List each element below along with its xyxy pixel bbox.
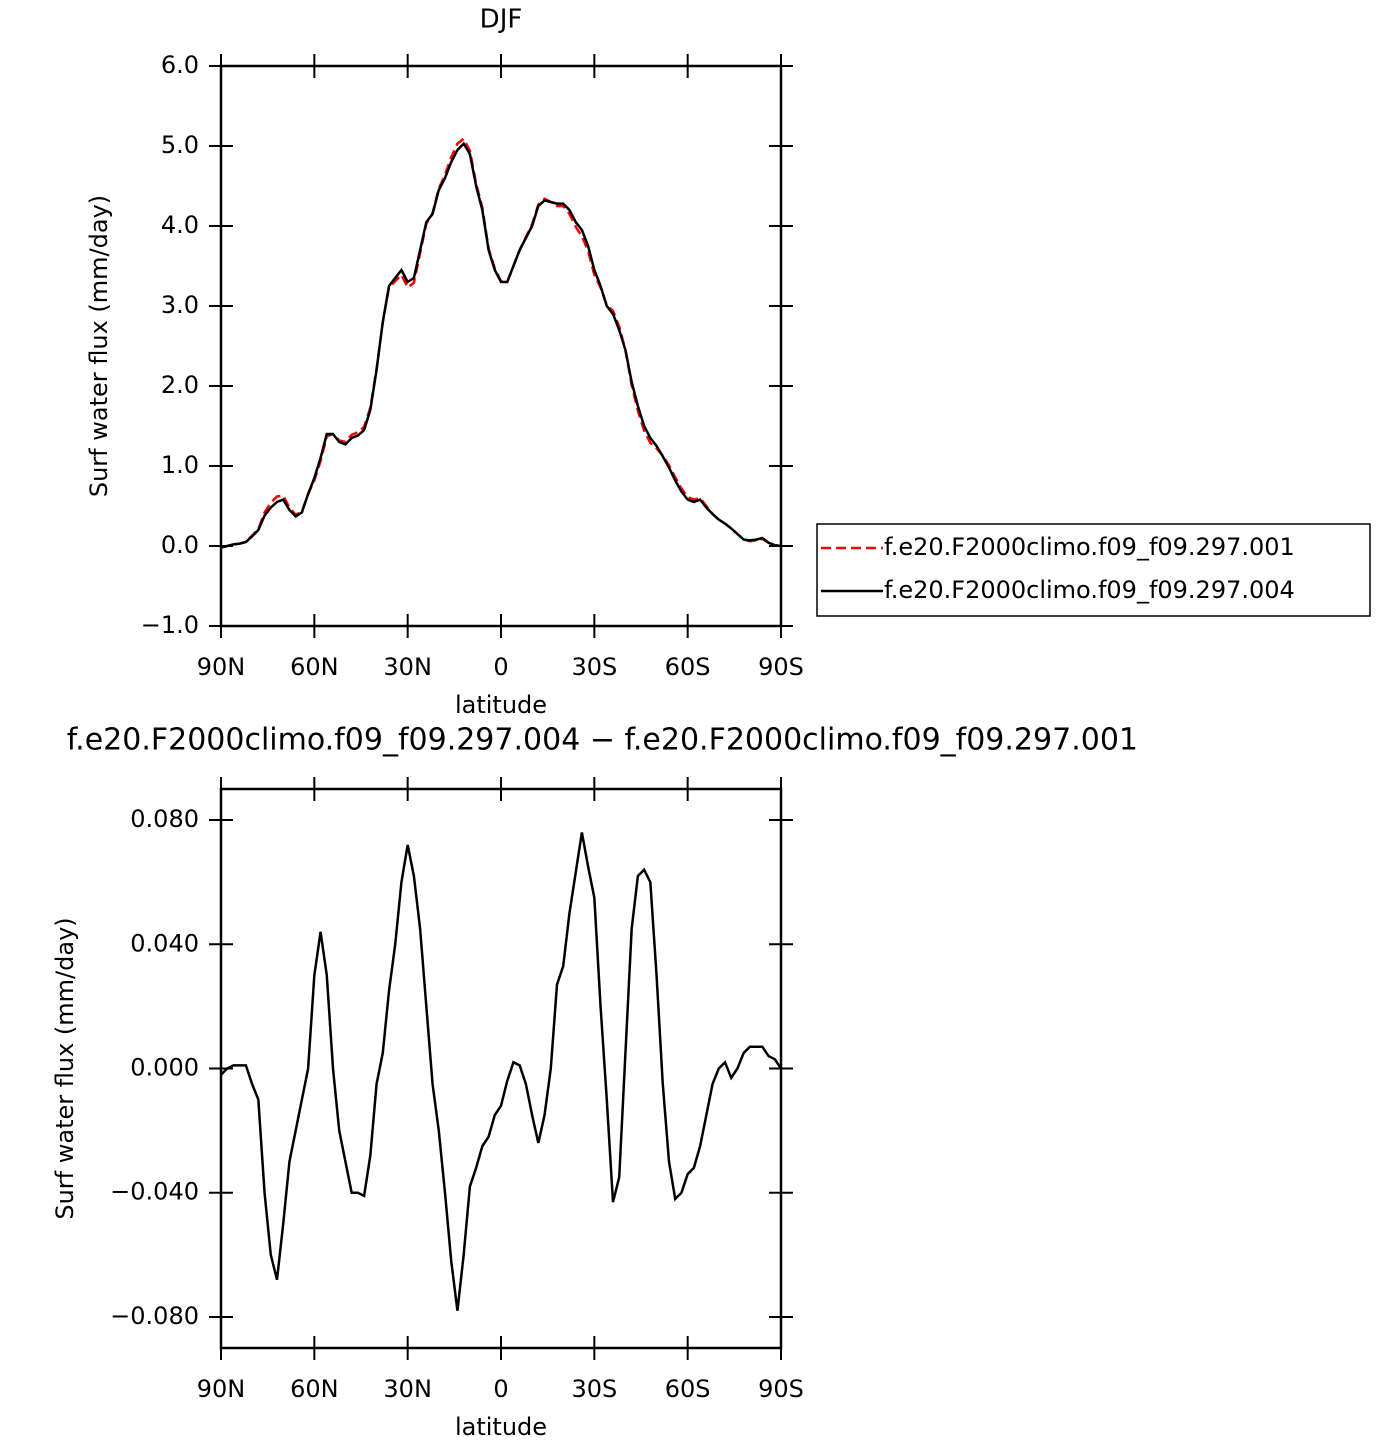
y-tick-label: 5.0 bbox=[161, 131, 199, 159]
x-axis-label: latitude bbox=[455, 691, 547, 719]
x-tick-label: 30N bbox=[383, 1375, 432, 1403]
series-line bbox=[220, 832, 783, 1311]
y-axis-label: Surf water flux (mm/day) bbox=[85, 195, 113, 497]
y-tick-label: 0.080 bbox=[130, 805, 199, 833]
x-axis-label: latitude bbox=[455, 1413, 547, 1441]
x-tick-label: 60N bbox=[290, 653, 339, 681]
y-tick-label: 3.0 bbox=[161, 291, 199, 319]
y-tick-label: −1.0 bbox=[141, 611, 199, 639]
y-tick-label: 6.0 bbox=[161, 51, 199, 79]
x-tick-label: 60S bbox=[665, 653, 711, 681]
x-tick-label: 30N bbox=[383, 653, 432, 681]
y-tick-label: −0.040 bbox=[110, 1178, 199, 1206]
x-tick-label: 0 bbox=[493, 1375, 508, 1403]
x-tick-label: 90S bbox=[758, 653, 804, 681]
chart-title: DJF bbox=[480, 5, 523, 35]
series-line bbox=[220, 141, 782, 549]
plot-frame bbox=[219, 64, 783, 628]
x-tick-label: 60S bbox=[665, 1375, 711, 1403]
y-tick-label: 2.0 bbox=[161, 371, 199, 399]
y-tick-label: 0.000 bbox=[130, 1054, 199, 1082]
legend-label: f.e20.F2000climo.f09_f09.297.001 bbox=[884, 533, 1295, 561]
x-tick-label: 90S bbox=[758, 1375, 804, 1403]
x-tick-label: 0 bbox=[493, 653, 508, 681]
y-tick-label: 4.0 bbox=[161, 211, 199, 239]
y-tick-label: −0.080 bbox=[110, 1302, 199, 1330]
x-tick-label: 60N bbox=[290, 1375, 339, 1403]
x-tick-label: 30S bbox=[571, 653, 617, 681]
series-line bbox=[220, 136, 782, 549]
x-tick-label: 90N bbox=[197, 653, 246, 681]
legend-box bbox=[816, 523, 1371, 617]
x-tick-label: 90N bbox=[197, 1375, 246, 1403]
y-tick-label: 0.0 bbox=[161, 531, 199, 559]
x-tick-label: 30S bbox=[571, 1375, 617, 1403]
legend-label: f.e20.F2000climo.f09_f09.297.004 bbox=[884, 576, 1295, 604]
plot-frame bbox=[219, 787, 783, 1350]
chart-title: f.e20.F2000climo.f09_f09.297.004 − f.e20… bbox=[67, 723, 1138, 758]
y-tick-label: 0.040 bbox=[130, 929, 199, 957]
y-axis-label: Surf water flux (mm/day) bbox=[51, 917, 79, 1219]
y-tick-label: 1.0 bbox=[161, 451, 199, 479]
